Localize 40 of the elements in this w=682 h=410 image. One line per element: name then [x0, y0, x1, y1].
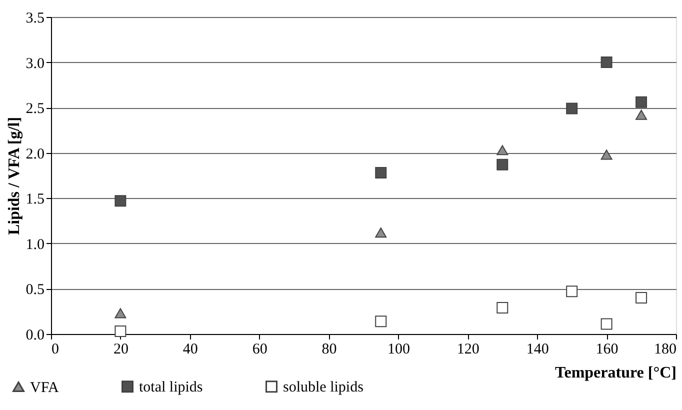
- point: [600, 150, 612, 160]
- y-axis-title: Lipids / VFA [g/l]: [6, 116, 23, 236]
- point: [114, 308, 126, 318]
- x-tick-label: 60: [252, 342, 268, 358]
- point: [636, 292, 648, 304]
- x-tick-label: 80: [322, 342, 337, 358]
- legend-label: total lipids: [139, 380, 203, 396]
- point: [496, 145, 508, 156]
- point: [566, 286, 578, 298]
- legend-label: VFA: [30, 380, 60, 396]
- x-axis-title: Temperature [°C]: [555, 364, 676, 382]
- y-tick-label: 3.0: [26, 56, 44, 72]
- point: [375, 167, 387, 179]
- legend-label: soluble lipids: [283, 380, 364, 396]
- x-tick-label: 20: [113, 342, 128, 358]
- point: [600, 318, 612, 330]
- x-tick-label: 40: [182, 342, 198, 358]
- y-tick-label: 3.5: [26, 10, 44, 26]
- point: [636, 110, 648, 120]
- x-tick-label: 120: [456, 342, 480, 358]
- point: [600, 56, 612, 68]
- point: [375, 228, 387, 238]
- point: [114, 195, 126, 207]
- y-tick-label: 0.0: [26, 328, 44, 344]
- y-tick-label: 0.5: [26, 282, 44, 298]
- point: [114, 326, 126, 338]
- point: [496, 158, 508, 170]
- x-tick-label: 180: [654, 342, 676, 358]
- y-tick-label: 1.0: [26, 236, 44, 253]
- y-tick-label: 2.0: [26, 146, 44, 162]
- point: [375, 316, 387, 328]
- x-tick-label: 140: [526, 342, 549, 358]
- y-tick-label: 1.5: [26, 192, 44, 208]
- x-tick-label: 160: [596, 342, 618, 358]
- point: [496, 302, 508, 314]
- point: [636, 96, 648, 108]
- x-tick-label: 0: [52, 342, 59, 358]
- y-tick-label: 2.5: [26, 101, 44, 118]
- point: [566, 102, 578, 114]
- x-tick-label: 100: [387, 342, 410, 358]
